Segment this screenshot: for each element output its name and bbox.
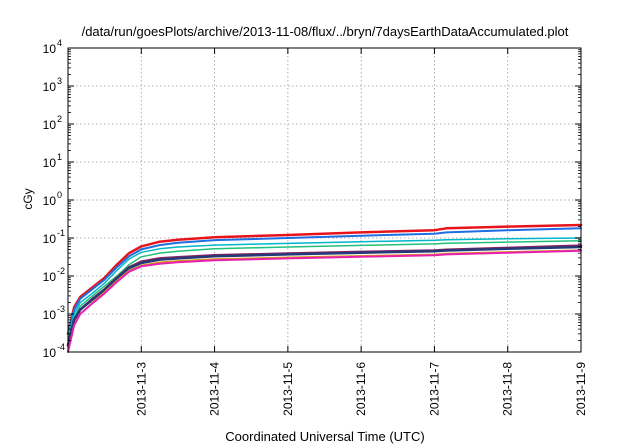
y-tick-label: 10 0 (43, 190, 62, 208)
series-line (67, 237, 582, 338)
y-tick-label: 10 -1 (43, 228, 65, 246)
y-tick-base: 10 (43, 80, 57, 94)
y-tick-base: 10 (43, 346, 57, 360)
series-line (67, 227, 582, 335)
y-tick-base: 10 (43, 194, 57, 208)
y-tick-base: 10 (43, 270, 57, 284)
x-tick-labels: 2013-11-3 2013-11-4 2013-11-5 2013-11-6 2013… (134, 362, 588, 416)
y-tick-exponent: -2 (57, 266, 65, 276)
y-tick-exponent: 1 (57, 152, 62, 162)
y-tick-base: 10 (43, 308, 57, 322)
series-line (67, 249, 582, 353)
chart-title: /data/run/goesPlots/archive/2013-11-08/f… (82, 24, 569, 39)
y-tick-label: 10 1 (43, 152, 62, 170)
x-axis-label: Coordinated Universal Time (UTC) (225, 429, 424, 444)
y-tick-label: 10 2 (43, 114, 62, 132)
y-tick-label: 10 4 (43, 38, 62, 56)
x-tick-label: 2013-11-7 (427, 362, 441, 416)
y-tick-exponent: 2 (57, 114, 62, 124)
y-tick-label: 10 -4 (43, 342, 65, 360)
series-group (66, 223, 583, 353)
y-tick-base: 10 (43, 118, 57, 132)
y-tick-exponent: 4 (57, 38, 62, 48)
x-tick-label: 2013-11-9 (574, 362, 588, 416)
y-tick-base: 10 (43, 156, 57, 170)
x-tick-label: 2013-11-8 (501, 362, 515, 416)
y-tick-exponent: 0 (57, 190, 62, 200)
y-axis-label: cGy (21, 188, 35, 209)
y-tick-label: 10 -2 (43, 266, 65, 284)
y-tick-exponent: -1 (57, 228, 65, 238)
grid (68, 48, 581, 352)
x-tick-label: 2013-11-6 (354, 362, 368, 416)
series-line (66, 223, 583, 336)
y-tick-label: 10 3 (43, 76, 62, 94)
ticks (68, 47, 582, 353)
x-tick-label: 2013-11-4 (208, 362, 222, 416)
y-tick-base: 10 (43, 232, 57, 246)
x-tick-label: 2013-11-3 (134, 362, 148, 416)
y-tick-exponent: 3 (57, 76, 62, 86)
y-tick-exponent: -3 (57, 304, 65, 314)
series-line (67, 239, 582, 342)
y-tick-exponent: -4 (57, 342, 65, 352)
series-line (66, 245, 583, 347)
y-tick-label: 10 -3 (43, 304, 65, 322)
x-tick-label: 2013-11-5 (281, 362, 295, 416)
y-tick-base: 10 (43, 42, 57, 56)
